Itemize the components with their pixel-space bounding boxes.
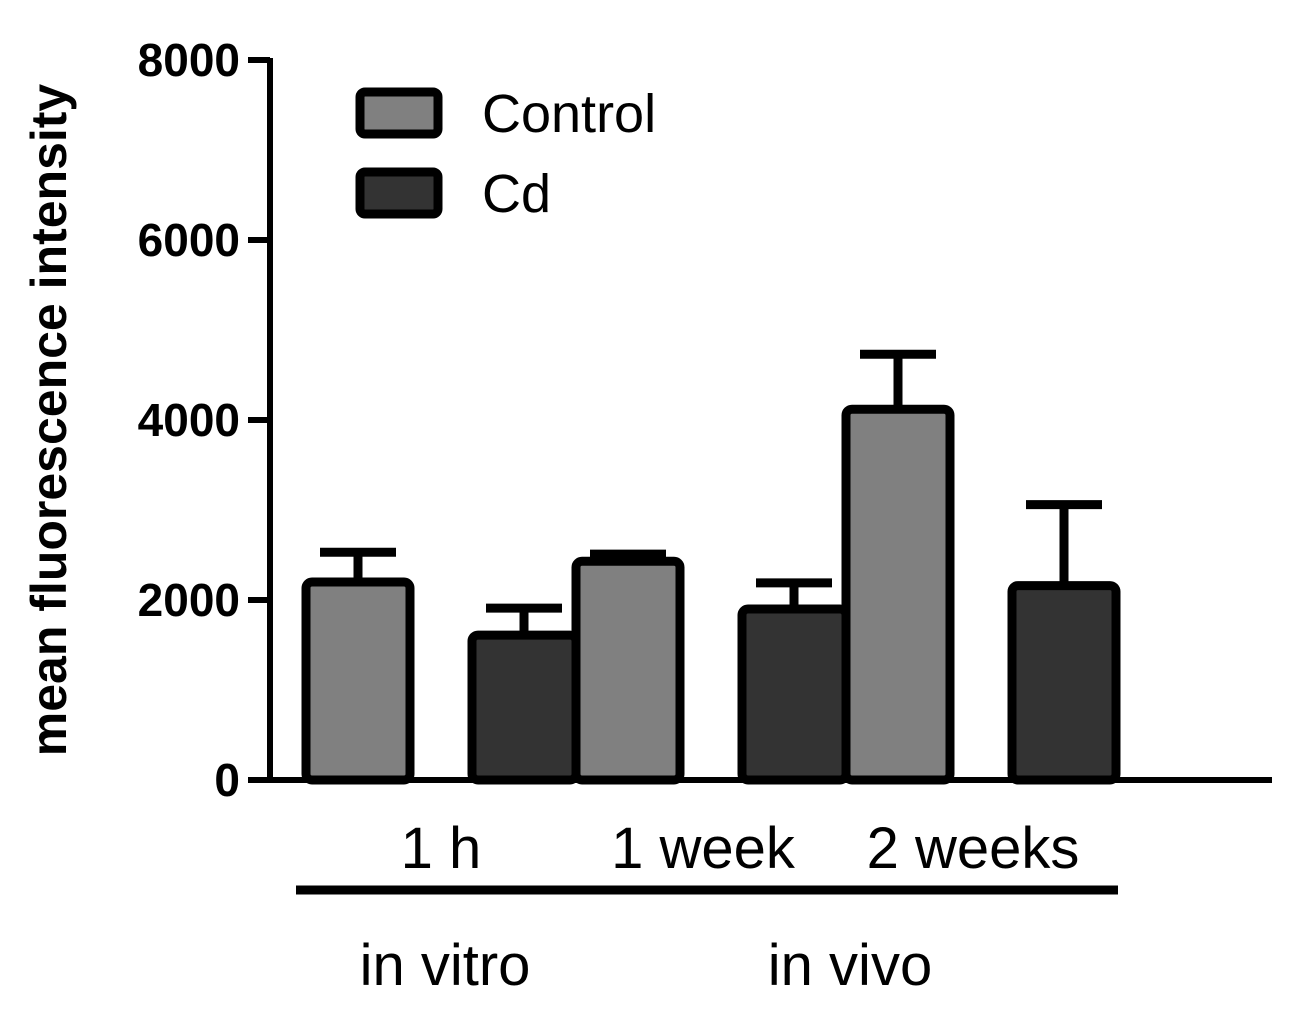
group-brackets: in vitro in vivo <box>296 885 1118 998</box>
category-label-1-week: 1 week <box>611 816 796 881</box>
category-label-2-weeks: 2 weeks <box>867 816 1080 881</box>
legend-swatch-cd <box>355 167 443 219</box>
y-tick-label-8000: 8000 <box>138 34 240 86</box>
y-axis-title: mean fluorescence intensity <box>21 84 77 757</box>
bar-2-weeks-control <box>841 404 955 785</box>
bar-1-h-control <box>301 577 415 785</box>
y-tick-label-2000: 2000 <box>138 574 240 626</box>
category-labels: 1 h 1 week 2 weeks <box>401 816 1080 881</box>
y-tick-label-0: 0 <box>214 754 240 806</box>
bar-1-week-control <box>571 556 685 785</box>
category-label-1-h: 1 h <box>401 816 482 881</box>
legend-label-control: Control <box>482 84 656 144</box>
y-tick-label-6000: 6000 <box>138 214 240 266</box>
y-ticks: 0 2000 4000 6000 8000 <box>138 34 270 806</box>
legend: Control Cd <box>355 84 656 224</box>
y-tick-label-4000: 4000 <box>138 394 240 446</box>
legend-swatch-control <box>355 87 443 139</box>
y-axis: 0 2000 4000 6000 8000 <box>138 34 273 806</box>
group-label-in-vitro: in vitro <box>360 933 531 998</box>
bar-1-week-cd <box>737 604 851 785</box>
bars <box>301 349 1121 785</box>
bar-2-weeks-cd <box>1007 581 1121 785</box>
legend-label-cd: Cd <box>482 164 551 224</box>
bar-1-h-cd <box>467 630 581 785</box>
group-label-in-vivo: in vivo <box>768 933 932 998</box>
